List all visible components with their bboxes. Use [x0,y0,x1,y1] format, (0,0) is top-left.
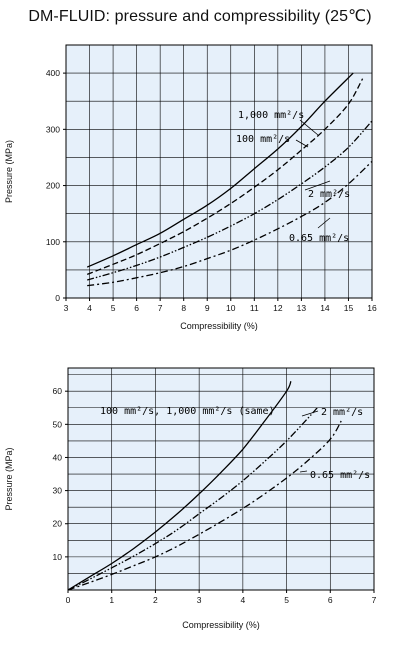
x-axis-title: Compressibility (%) [180,321,258,331]
series-leader-1 [299,119,319,136]
chart-pressure-compressibility-low: 0 1 2 3 4 5 6 7 10 20 30 40 50 60 Compressibility (%) P… [4,367,377,630]
series-line-3 [87,120,373,281]
x-tick-label-6: 6 [134,303,139,313]
y-tick-label-400: 400 [46,68,60,78]
y-tick-label-20: 20 [53,519,63,529]
y-tick-label-40: 40 [53,452,63,462]
x-tick-label-1: 1 [109,595,114,605]
x-tick-label-14: 14 [320,303,330,313]
y-tick-label-10: 10 [53,552,63,562]
x-tick-label-15: 15 [344,303,354,313]
y-axis-title: Pressure (MPa) [4,140,14,203]
series-line-1 [67,381,292,591]
plot-area [67,367,375,591]
x-tick-label-6: 6 [328,595,333,605]
x-tick-label-5: 5 [111,303,116,313]
x-tick-label-16: 16 [367,303,377,313]
x-axis-title: Compressibility (%) [182,620,260,630]
y-tick-label-300: 300 [46,124,60,134]
series-label-2: 2 mm²/s [321,407,363,418]
series-line-2 [86,78,364,276]
y-tick-label-200: 200 [46,181,60,191]
series-line-1 [86,72,354,268]
x-tick-label-12: 12 [273,303,283,313]
x-tick-label-13: 13 [297,303,307,313]
x-tick-label-4: 4 [87,303,92,313]
series-label-1: 100 mm²/s, 1,000 mm²/s (same) [100,406,275,417]
y-tick-label-60: 60 [53,386,63,396]
series-leader-4 [317,217,331,229]
x-tick-label-7: 7 [372,595,377,605]
series-label-1: 1,000 mm²/s [238,110,304,121]
series-line-4 [87,160,373,287]
series-line-3 [67,420,342,591]
page-title: DM-FLUID: pressure and compressibility (… [28,8,372,25]
y-tick-label-0: 0 [55,293,60,303]
series-leader-3 [304,180,331,191]
x-tick-label-3: 3 [197,595,202,605]
series-label-4: 0.65 mm²/s [289,233,349,244]
y-tick-label-100: 100 [46,237,60,247]
x-tick-label-9: 9 [205,303,210,313]
series-label-3: 2 mm²/s [308,189,350,200]
series-label-3: 0.65 mm²/s [310,470,370,481]
plot-area [65,44,373,299]
chart-pressure-compressibility-high: 3 4 5 6 7 8 9 10 11 12 13 14 15 16 0 100 200 300 400 Compre… [4,44,377,331]
series-line-2 [67,407,318,591]
x-tick-label-4: 4 [240,595,245,605]
x-tick-label-11: 11 [250,303,259,313]
series-leader-3 [299,470,308,473]
series-label-2: 100 mm²/s [236,134,290,145]
x-tick-label-7: 7 [158,303,163,313]
x-tick-label-5: 5 [284,595,289,605]
y-axis-title: Pressure (MPa) [4,447,14,510]
x-tick-label-10: 10 [226,303,236,313]
x-tick-label-2: 2 [153,595,158,605]
series-leader-2 [295,139,309,148]
series-leader-2 [301,410,319,417]
x-tick-label-8: 8 [181,303,186,313]
y-tick-label-50: 50 [53,419,63,429]
y-tick-label-30: 30 [53,486,63,496]
x-tick-label-3: 3 [64,303,69,313]
x-tick-label-0: 0 [66,595,71,605]
